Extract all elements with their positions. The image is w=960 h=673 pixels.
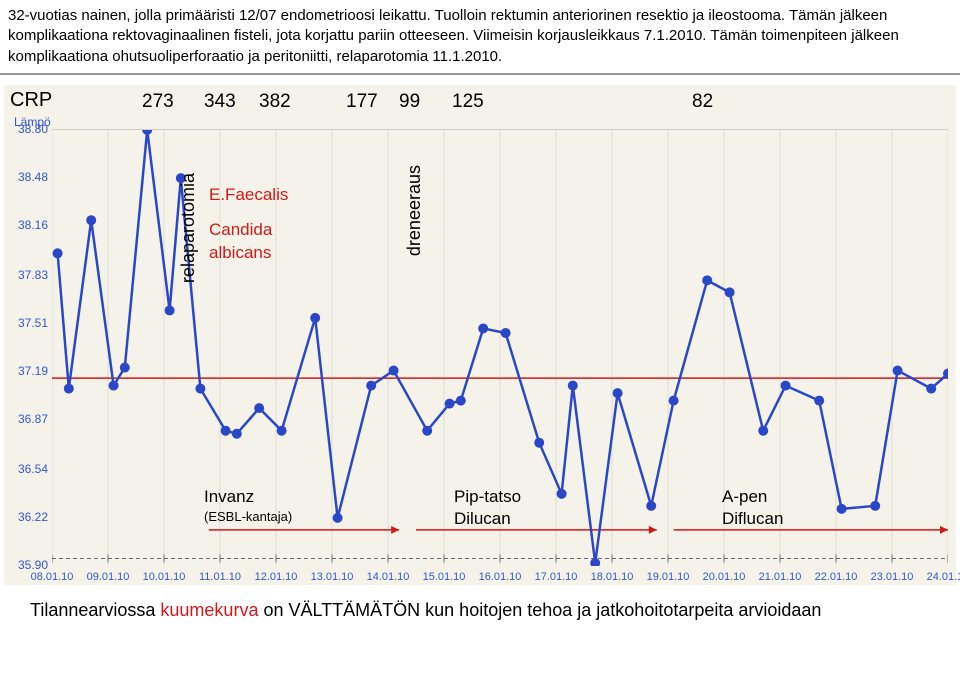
y-tick-label: 38.16 xyxy=(12,218,48,232)
x-tick-label: 20.01.10 xyxy=(703,571,746,583)
y-tick-label: 37.51 xyxy=(12,316,48,330)
x-tick-label: 09.01.10 xyxy=(87,571,130,583)
temperature-chart: CRP 2733433821779912582 Lämpö 38.8038.48… xyxy=(4,85,956,585)
header-text-content: 32-vuotias nainen, jolla primääristi 12/… xyxy=(8,7,899,65)
x-tick-label: 11.01.10 xyxy=(199,571,241,583)
footer-highlight: kuumekurva xyxy=(160,600,258,620)
x-tick-label: 14.01.10 xyxy=(367,571,410,583)
annotation-esbl: (ESBL-kantaja) xyxy=(204,509,292,524)
x-tick-label: 08.01.10 xyxy=(31,571,74,583)
footer-pre: Tilannearviossa xyxy=(30,600,160,620)
annotation-invanz: Invanz xyxy=(204,487,254,507)
crp-value: 99 xyxy=(399,91,420,113)
footer-post: on VÄLTTÄMÄTÖN kun hoitojen tehoa ja jat… xyxy=(258,600,821,620)
annotation-candida2: albicans xyxy=(209,243,271,263)
annotation-diflucan: Diflucan xyxy=(722,509,783,529)
x-tick-label: 16.01.10 xyxy=(479,571,522,583)
footer-note: Tilannearviossa kuumekurva on VÄLTTÄMÄTÖ… xyxy=(0,585,960,622)
patient-history-text: 32-vuotias nainen, jolla primääristi 12/… xyxy=(0,0,960,75)
x-tick-label: 22.01.10 xyxy=(815,571,858,583)
y-tick-label: 36.87 xyxy=(12,412,48,426)
x-tick-label: 12.01.10 xyxy=(255,571,298,583)
x-tick-label: 13.01.10 xyxy=(311,571,354,583)
x-tick-label: 17.01.10 xyxy=(535,571,578,583)
crp-label: CRP xyxy=(10,89,52,112)
crp-value: 125 xyxy=(452,91,484,113)
annotation-dilucan: Dilucan xyxy=(454,509,511,529)
x-tick-label: 23.01.10 xyxy=(871,571,914,583)
y-tick-label: 36.22 xyxy=(12,510,48,524)
annotation-candida1: Candida xyxy=(209,220,272,240)
crp-value: 382 xyxy=(259,91,291,113)
crp-value: 82 xyxy=(692,91,713,113)
annotation-relaparotomia: relaparotomia xyxy=(178,173,199,283)
y-tick-label: 38.80 xyxy=(12,122,48,136)
y-tick-label: 35.90 xyxy=(12,558,48,572)
annotation-efaecalis: E.Faecalis xyxy=(209,185,288,205)
crp-values-row: 273 343 382 177 99 125 82 xyxy=(64,91,936,115)
x-tick-label: 19.01.10 xyxy=(647,571,690,583)
x-tick-label: 18.01.10 xyxy=(591,571,634,583)
y-tick-label: 37.19 xyxy=(12,364,48,378)
crp-value: 343 xyxy=(204,91,236,113)
x-tick-label: 24.01.10 xyxy=(927,571,960,583)
x-tick-label: 21.01.10 xyxy=(759,571,802,583)
y-tick-label: 36.54 xyxy=(12,462,48,476)
crp-value: 177 xyxy=(346,91,378,113)
x-tick-label: 10.01.10 xyxy=(143,571,186,583)
annotation-apen: A-pen xyxy=(722,487,767,507)
crp-value: 273 xyxy=(142,91,174,113)
y-tick-label: 37.83 xyxy=(12,268,48,282)
annotation-dreneeraus: dreneeraus xyxy=(404,165,425,256)
y-tick-label: 38.48 xyxy=(12,170,48,184)
x-tick-label: 15.01.10 xyxy=(423,571,466,583)
annotation-piptatso: Pip-tatso xyxy=(454,487,521,507)
